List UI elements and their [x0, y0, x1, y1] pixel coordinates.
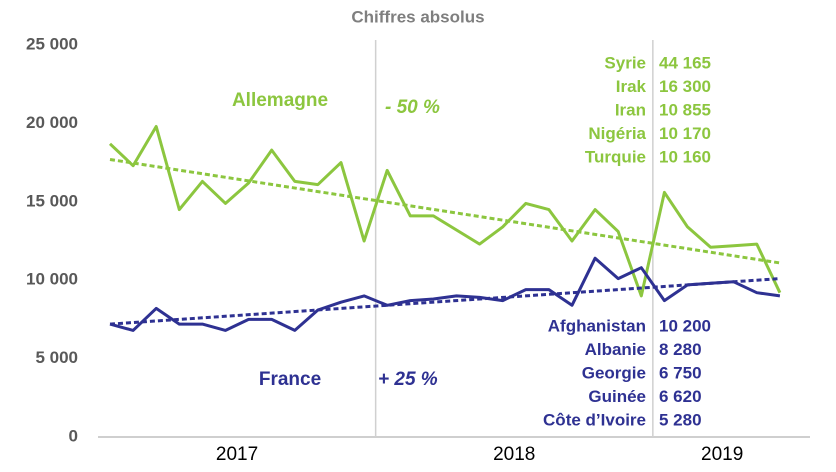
country-value: 10 855 [659, 100, 711, 119]
country-name: Syrie [604, 53, 646, 72]
x-group-label: 2017 [216, 444, 258, 465]
legend-label: France [259, 369, 321, 390]
country-value: 44 165 [659, 53, 711, 72]
chart-title: Chiffres absolus [351, 7, 484, 26]
country-value: 6 750 [659, 363, 702, 382]
series-line [108, 125, 782, 298]
country-value: 10 200 [659, 316, 711, 335]
y-tick-label: 20 000 [26, 113, 78, 132]
country-value: 8 280 [659, 340, 702, 359]
change-label: + 25 % [378, 369, 438, 390]
country-name: Georgie [582, 363, 646, 382]
x-group-label: 2019 [701, 444, 743, 465]
country-name: Côte d’Ivoire [543, 410, 646, 429]
country-name: Nigéria [588, 124, 646, 143]
legend-label: Allemagne [232, 90, 328, 111]
country-name: Turquie [585, 147, 646, 166]
country-value: 6 620 [659, 387, 702, 406]
change-label: - 50 % [385, 97, 440, 118]
y-tick-label: 25 000 [26, 34, 78, 53]
trend-line [109, 157, 781, 265]
country-name: Albanie [585, 340, 646, 359]
x-group-label: 2018 [493, 444, 535, 465]
series-line [109, 256, 781, 332]
country-value: 16 300 [659, 77, 711, 96]
country-name: Guinée [588, 387, 646, 406]
y-tick-label: 0 [69, 426, 78, 445]
country-name: Irak [616, 77, 647, 96]
y-tick-label: 15 000 [26, 191, 78, 210]
country-value: 10 170 [659, 124, 711, 143]
country-value: 5 280 [659, 410, 702, 429]
y-tick-label: 5 000 [35, 348, 78, 367]
country-name: Iran [615, 100, 646, 119]
country-value: 10 160 [659, 147, 711, 166]
country-name: Afghanistan [548, 316, 646, 335]
y-tick-label: 10 000 [26, 270, 78, 289]
